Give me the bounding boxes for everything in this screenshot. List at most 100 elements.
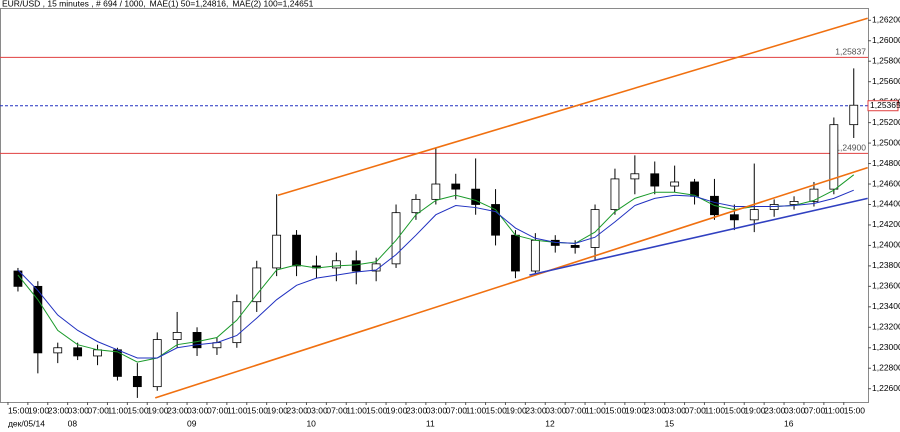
plot-frame [0,8,869,403]
x-tick-label: 19:00 [744,405,766,415]
x-tick-label: 03:00 [426,405,448,415]
x-tick-label: 23:00 [406,405,428,415]
x-tick-label: 15:00 [724,405,746,415]
y-tick-label: 1,26200 [872,15,900,25]
date-label: 16 [784,418,794,428]
date-label: 09 [187,418,197,428]
x-tick-label: 03:00 [68,405,90,415]
x-tick-label: 15:00 [844,405,866,415]
y-tick-label: 1,23600 [872,281,900,291]
candle-body [411,198,421,214]
x-tick-label: 03:00 [784,405,806,415]
y-tick-label: 1,24000 [872,240,900,250]
x-tick-label: 11:00 [466,405,487,415]
date-label: 15 [665,418,675,428]
trendline [529,197,868,276]
candle-body [132,376,142,388]
x-tick-label: 11:00 [227,405,248,415]
candle-body [829,124,839,190]
x-tick-label: 15:00 [605,405,627,415]
legend-entry: MAE(2) 100=1,24651 [232,0,313,8]
level-label: 1,24900 [835,143,866,153]
date-label: 08 [68,418,78,428]
candle-body [33,285,43,354]
x-tick-label: 23:00 [167,405,189,415]
level-label: 1,25837 [835,47,866,57]
candle-body [172,332,182,340]
x-tick-label: 07:00 [446,405,468,415]
x-tick-label: 03:00 [187,405,209,415]
x-tick-label: 07:00 [804,405,826,415]
y-tick-label: 1,24200 [872,219,900,229]
candle-body [630,173,640,180]
candle-body [511,234,520,272]
candle-body [431,183,441,200]
y-tick-label: 1,23800 [872,260,900,270]
level-label: 1,25365 [870,100,900,110]
candle-body [351,260,361,272]
x-tick-label: 11:00 [824,405,845,415]
x-tick-label: 15:00 [8,405,30,415]
x-tick-label: 07:00 [685,405,707,415]
x-tick-label: 19:00 [267,405,289,415]
y-tick-label: 1,23000 [872,342,900,352]
y-tick-label: 1,24800 [872,158,900,168]
x-tick-label: 15:00 [127,405,149,415]
candle-body [252,267,262,303]
x-tick-label: 11:00 [107,405,128,415]
x-tick-label: 15:00 [247,405,269,415]
y-tick-label: 1,22800 [872,362,900,372]
x-tick-label: 15:00 [366,405,388,415]
y-tick-label: 1,25200 [872,117,900,127]
x-tick-label: 15:00 [486,405,508,415]
x-tick-label: 03:00 [306,405,328,415]
candle-body [292,234,301,267]
candle-body [93,349,102,357]
y-tick-label: 1,23400 [872,301,900,311]
candle-body [610,178,620,211]
candle-body [192,332,202,349]
x-tick-label: 19:00 [505,405,527,415]
candle-body [749,209,759,221]
x-tick-label: 19:00 [625,405,647,415]
candle-body [73,347,83,357]
level-tag [867,100,899,112]
candle-body [530,239,540,272]
candle-body [471,188,481,205]
y-tick-label: 1,23200 [872,322,900,332]
date-label: 10 [306,418,316,428]
x-tick-label: 23:00 [764,405,786,415]
y-tick-label: 1,24400 [872,199,900,209]
x-tick-label: 19:00 [28,405,50,415]
candle-body [391,212,401,265]
candle-body [53,347,63,354]
candle-body [670,181,680,187]
y-tick-label: 1,26000 [872,35,900,45]
date-label: 11 [426,418,435,428]
date-label: 12 [545,418,555,428]
y-tick-label: 1,25600 [872,76,900,86]
date-label: дек/05/14 [8,418,45,428]
candle-body [809,188,819,202]
trendline [155,166,868,399]
candle-body [650,173,660,187]
x-tick-label: 23:00 [645,405,667,415]
x-tick-label: 07:00 [326,405,348,415]
candle-body [331,260,341,269]
candle-body [690,181,699,197]
candle-body [152,339,162,388]
x-tick-label: 23:00 [287,405,309,415]
candle-body [13,270,23,287]
y-tick-label: 1,25800 [872,55,900,65]
x-tick-label: 23:00 [48,405,70,415]
x-tick-label: 03:00 [545,405,567,415]
x-tick-label: 11:00 [346,405,367,415]
x-tick-label: 11:00 [704,405,725,415]
candle-body [451,183,461,190]
candle-body [570,245,580,248]
legend-entry: MAE(1) 50=1,24816, [150,0,229,8]
x-tick-label: 19:00 [147,405,169,415]
candle-body [849,104,859,126]
